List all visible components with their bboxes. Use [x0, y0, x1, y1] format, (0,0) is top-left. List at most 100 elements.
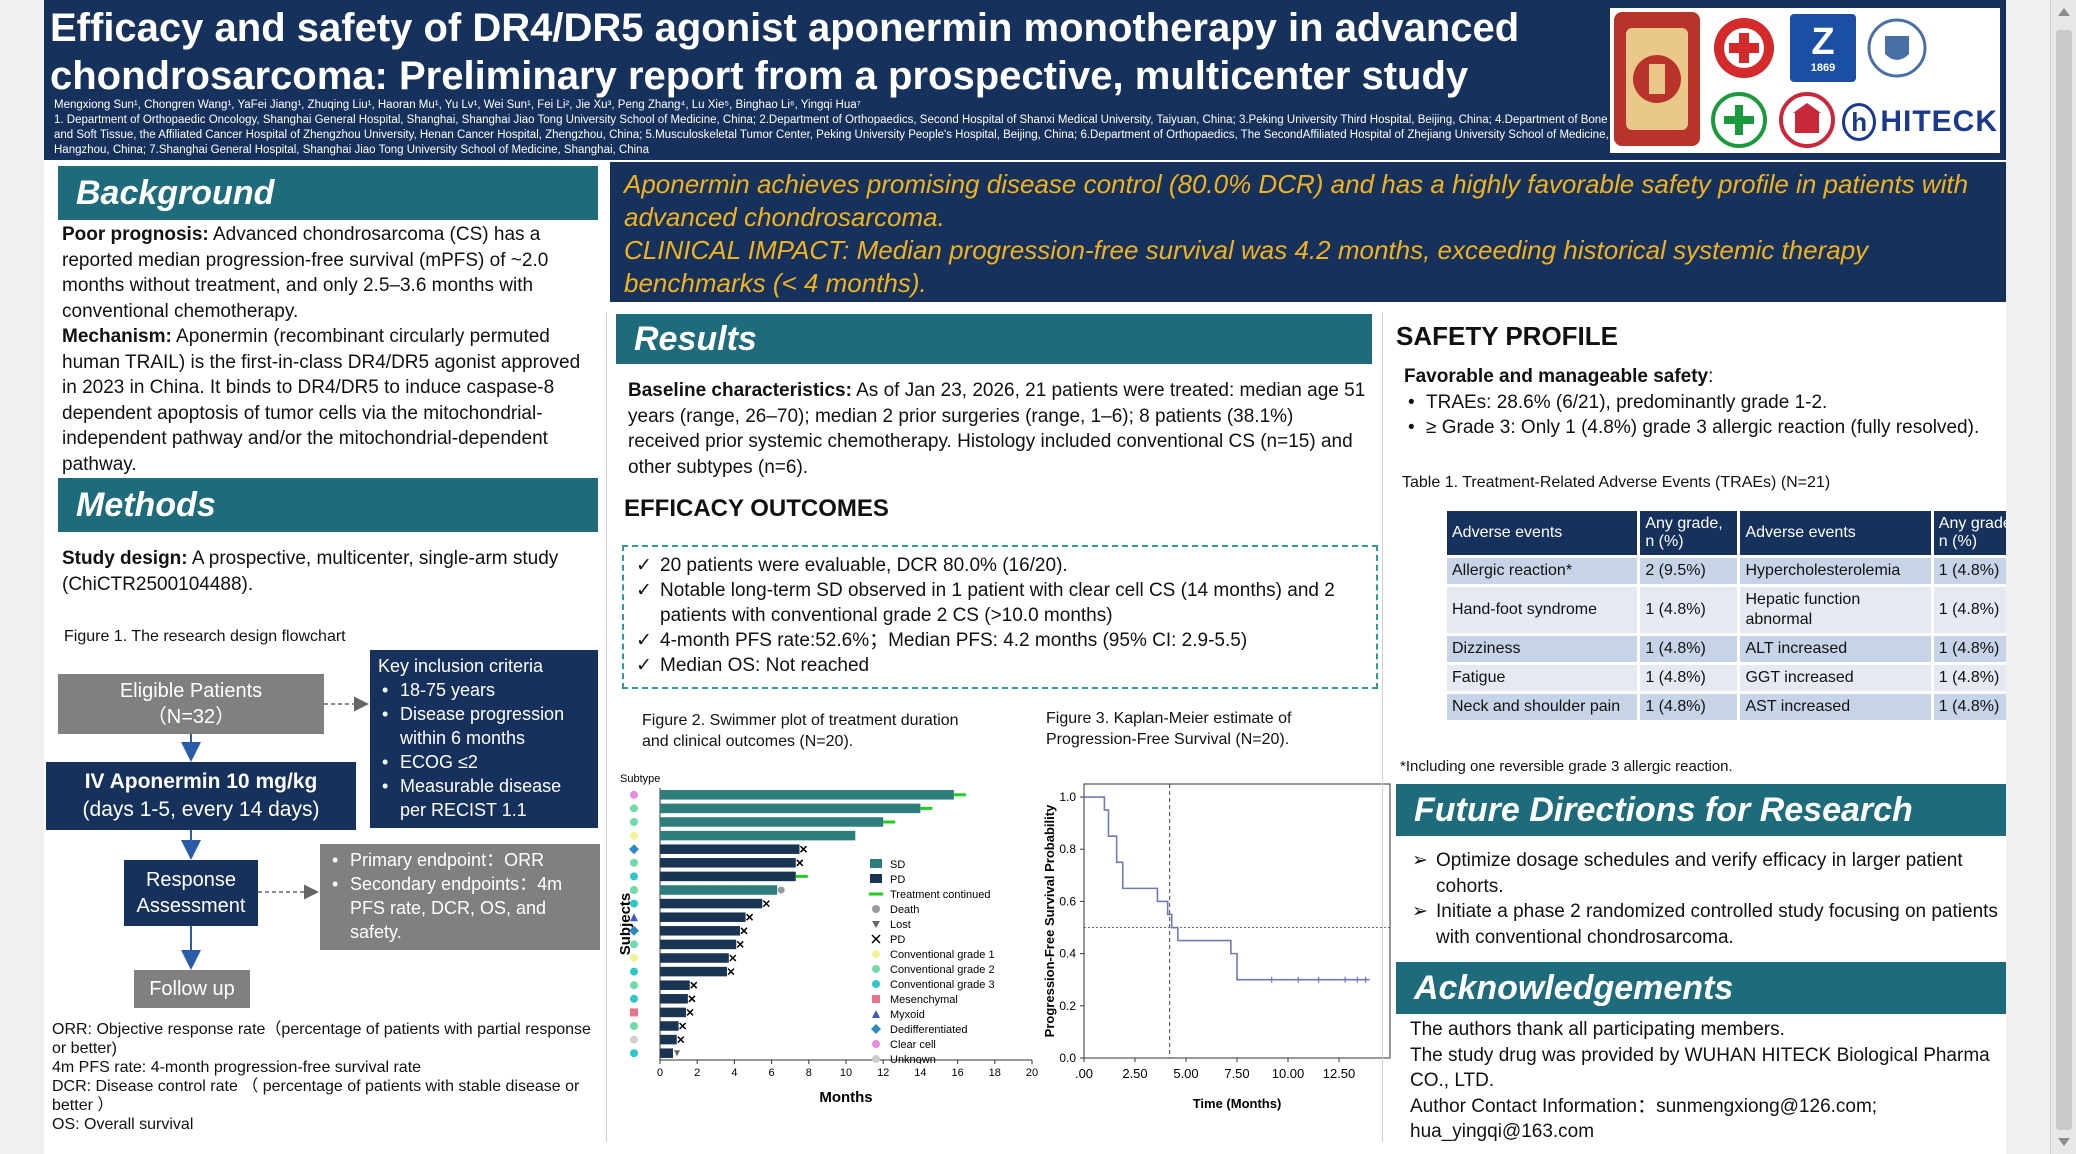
km-y-tick-label: 0.2 — [1059, 999, 1076, 1013]
table-row: Dizziness 1 (4.8%) ALT increased 1 (4.8%) — [1447, 636, 2006, 662]
swimmer-y-label: Subjects — [620, 893, 634, 956]
legend-label: PD — [890, 874, 905, 886]
acknowledgement-line: Author Contact Information：sunmengxiong@… — [1410, 1095, 1878, 1143]
swimmer-bar — [660, 885, 778, 895]
key-message-line1: Aponermin achieves promising disease con… — [624, 169, 1969, 232]
swimmer-x-tick-label: 6 — [769, 1067, 775, 1079]
scrollbar-thumb[interactable] — [2056, 30, 2072, 1130]
author-list: Mengxiong Sun¹, Chongren Wang¹, YaFei Ji… — [54, 99, 861, 111]
km-x-tick-label: 10.00 — [1272, 1066, 1305, 1081]
inclusion-item: 18-75 years — [378, 678, 590, 702]
swimmer-subtype-marker — [629, 844, 639, 855]
legend-swatch — [872, 921, 880, 928]
km-x-tick-label: 2.50 — [1122, 1066, 1147, 1081]
swimmer-subtype-marker — [630, 790, 638, 799]
swimmer-pd-marker — [762, 900, 770, 908]
swimmer-bar — [660, 803, 921, 814]
flowchart-arrows — [181, 696, 369, 970]
flow-response-assessment: Response Assessment — [124, 860, 258, 926]
university-shield-logo — [1864, 14, 1930, 82]
legend-label: Lost — [890, 919, 911, 931]
safety-heading: SAFETY PROFILE — [1396, 321, 1618, 351]
legend-swatch — [872, 1040, 880, 1048]
arrow-bullet-icon: ➢ — [1412, 901, 1428, 922]
swimmer-x-tick-label: 0 — [657, 1067, 663, 1079]
km-y-tick-label: 0.0 — [1059, 1051, 1076, 1065]
swimmer-subtype-marker — [630, 818, 638, 826]
safety-item: ≥ Grade 3: Only 1 (4.8%) grade 3 allergi… — [1404, 415, 2006, 441]
flow-eligible-patients: Eligible Patients （N=32） — [58, 674, 324, 734]
table-cell: Dizziness — [1447, 636, 1638, 662]
swimmer-bar — [660, 1048, 674, 1058]
table-cell: Neck and shoulder pain — [1447, 694, 1638, 720]
legend-label: Unknown — [890, 1054, 936, 1066]
table-row: Neck and shoulder pain 1 (4.8%) AST increa… — [1447, 694, 2006, 720]
poster-header: Efficacy and safety of DR4/DR5 agonist a… — [44, 0, 2006, 160]
efficacy-item-text: Median OS: Not reached — [660, 655, 870, 676]
future-item: ➢ Initiate a phase 2 randomized controlle… — [1410, 899, 2006, 950]
km-y-tick-label: 0.6 — [1059, 894, 1076, 908]
hospital-green-logo — [1708, 90, 1770, 150]
future-item: ➢ Optimize dosage schedules and verify ef… — [1410, 848, 2006, 899]
hiteck-mark-icon: h — [1842, 103, 1877, 141]
legend-label: Death — [890, 904, 919, 916]
kaplan-meier-plot: .00 2.50 5.00 7.50 10.00 12.50 0.0 0.2 0.4 0.6 0.8… — [1042, 783, 1391, 1111]
km-survival-curve — [1084, 796, 1370, 981]
swimmer-subtype-marker — [630, 886, 638, 894]
future-heading: Future Directions for Research — [1396, 784, 2006, 836]
acknowledgement-line: The study drug was provided by WUHAN HIT… — [1410, 1044, 1990, 1092]
table-cell: Hand-foot syndrome — [1447, 587, 1638, 633]
scroll-up-arrow-icon[interactable] — [2058, 8, 2070, 16]
swimmer-pd-marker — [746, 913, 754, 921]
acknowledgement-line: The authors thank all participating memb… — [1410, 1019, 1785, 1040]
swimmer-bar — [660, 939, 737, 950]
check-icon: ✓ — [636, 655, 652, 676]
vertical-scrollbar[interactable] — [2050, 0, 2076, 1154]
efficacy-outcomes-box: ✓ 20 patients were evaluable, DCR 80.0% (… — [622, 545, 1378, 689]
legend-swatch — [870, 859, 882, 868]
safety-item: TRAEs: 28.6% (6/21), predominantly grade… — [1404, 390, 2006, 416]
z-logo-year: 1869 — [1810, 62, 1836, 74]
acknowledgements-text: The authors thank all participating memb… — [1410, 1017, 2006, 1145]
swimmer-subtype-label: Subtype — [620, 773, 660, 785]
inclusion-list: 18-75 yearsDisease progression within 6 … — [378, 678, 590, 822]
legend-swatch — [872, 1010, 880, 1018]
flow-inclusion-criteria: Key inclusion criteria 18-75 yearsDiseas… — [370, 650, 598, 828]
acknowledgements-heading: Acknowledgements — [1396, 962, 2006, 1014]
swimmer-bar — [660, 858, 796, 868]
scroll-down-arrow-icon[interactable] — [2058, 1138, 2070, 1146]
table-cell: Hypercholesterolemia — [1740, 558, 1931, 584]
table-cell: 1 (4.8%) — [1933, 665, 2006, 691]
legend-label: Dedifferentiated — [890, 1024, 967, 1036]
swimmer-subtype-marker — [630, 981, 638, 990]
flow-treatment: IV Aponermin 10 mg/kg (days 1-5, every 14… — [46, 762, 356, 830]
swimmer-x-tick-label: 18 — [989, 1067, 1001, 1079]
methods-heading: Methods — [58, 478, 598, 532]
legend-swatch — [872, 965, 880, 973]
swimmer-x-tick-label: 8 — [806, 1067, 812, 1079]
key-message-banner: Aponermin achieves promising disease con… — [610, 162, 2006, 302]
check-icon: ✓ — [636, 580, 652, 601]
swimmer-bar — [660, 912, 746, 922]
swimmer-x-tick-label: 4 — [731, 1067, 737, 1079]
km-y-label: Progression-Free Survival Probability — [1042, 804, 1057, 1037]
swimmer-subtype-marker — [630, 967, 638, 976]
swimmer-subtype-marker — [630, 899, 638, 908]
legend-label: Myxoid — [890, 1009, 925, 1021]
table-cell: Allergic reaction* — [1447, 558, 1638, 584]
swimmer-pd-marker — [740, 927, 748, 935]
km-x-tick-label: 7.50 — [1224, 1066, 1249, 1081]
legend-label: SD — [890, 859, 905, 871]
swimmer-x-tick-label: 16 — [951, 1067, 963, 1079]
swimmer-pd-marker — [729, 954, 737, 962]
swimmer-pd-marker — [679, 1022, 687, 1030]
swimmer-pd-marker — [727, 968, 735, 976]
swimmer-bar — [660, 926, 740, 936]
check-icon: ✓ — [636, 555, 652, 576]
hiteck-logo: h HITECK — [1842, 100, 1998, 144]
swimmer-x-label: Months — [819, 1089, 872, 1106]
legend-label: Treatment continued — [890, 889, 990, 901]
km-plot-frame — [1083, 783, 1391, 1059]
author-block: Mengxiong Sun¹, Chongren Wang¹, YaFei Ji… — [54, 98, 1614, 158]
swimmer-x-tick-label: 2 — [694, 1067, 700, 1079]
